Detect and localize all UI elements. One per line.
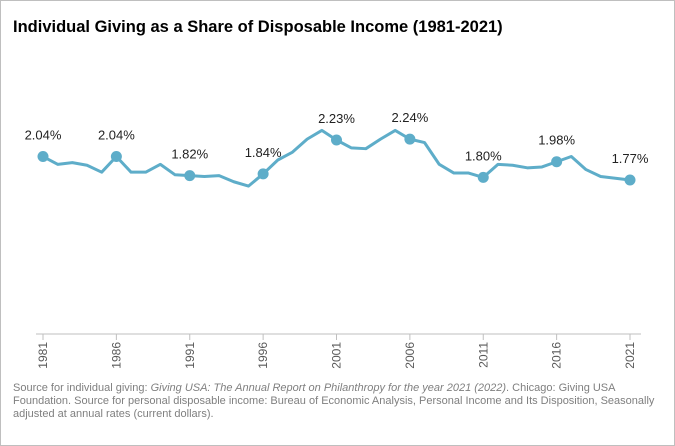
x-tick-label: 2011 xyxy=(476,342,490,368)
point-marker xyxy=(37,151,49,163)
x-tick-label: 2001 xyxy=(330,342,344,369)
point-marker xyxy=(110,151,122,163)
data-label: 1.98% xyxy=(538,133,575,148)
x-tick-label: 2006 xyxy=(403,342,417,369)
x-tick-label: 2021 xyxy=(623,342,637,369)
data-label: 1.84% xyxy=(245,145,282,160)
data-label: 2.23% xyxy=(318,111,355,126)
x-tick-label: 1981 xyxy=(36,342,50,369)
data-label: 2.24% xyxy=(391,110,428,125)
point-marker xyxy=(331,134,342,146)
chart-title: Individual Giving as a Share of Disposab… xyxy=(13,18,503,36)
source-title: Giving USA: The Annual Report on Philant… xyxy=(150,382,507,394)
source-text: Source for individual giving: xyxy=(13,382,151,394)
point-marker xyxy=(257,168,269,180)
x-tick-label: 1991 xyxy=(183,342,197,369)
data-label: 1.82% xyxy=(171,147,208,162)
x-tick-label: 2016 xyxy=(550,342,564,369)
source-note: Source for individual giving: Giving USA… xyxy=(13,382,658,421)
point-marker xyxy=(551,156,563,168)
point-marker xyxy=(184,170,196,182)
point-marker xyxy=(404,133,416,145)
data-label: 1.80% xyxy=(465,148,502,163)
data-label: 2.04% xyxy=(98,128,135,143)
source-text: . Chicago: Giving USA Foundation. Source… xyxy=(13,382,655,420)
data-label: 2.04% xyxy=(25,128,62,143)
x-tick-label: 1996 xyxy=(256,342,270,369)
data-label: 1.77% xyxy=(612,151,649,166)
point-marker xyxy=(477,171,489,183)
x-tick-label: 1986 xyxy=(109,342,123,369)
point-marker xyxy=(624,174,636,186)
